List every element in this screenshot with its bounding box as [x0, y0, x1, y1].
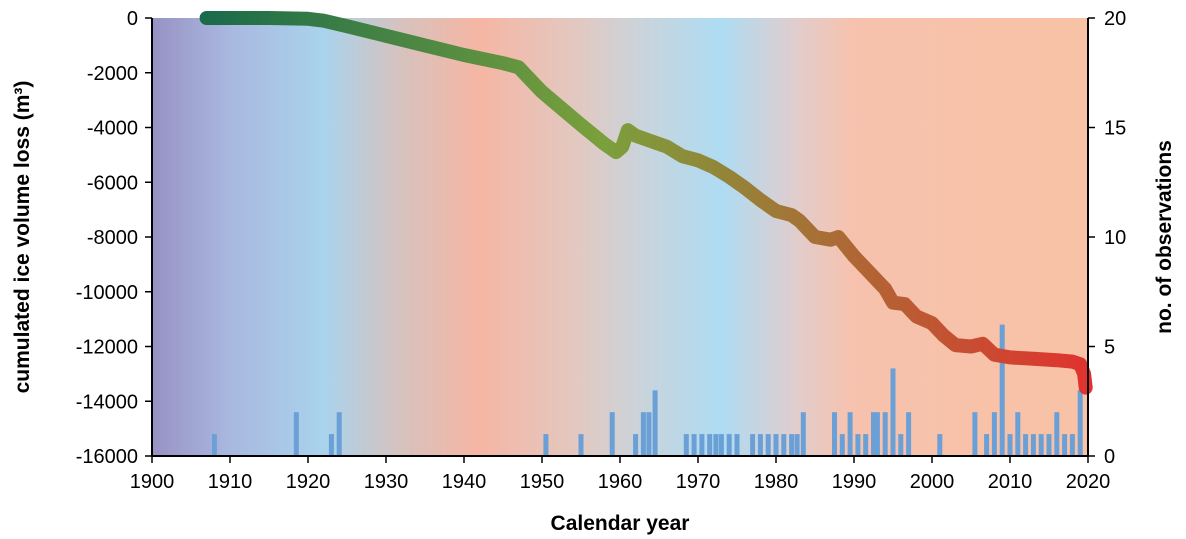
x-tick-label: 1940: [442, 471, 487, 493]
y2-tick-label: 0: [1104, 446, 1115, 468]
observation-bar: [898, 434, 904, 456]
observation-bar: [1023, 434, 1029, 456]
x-tick-label: 1950: [520, 471, 565, 493]
y-tick-label: -8000: [87, 227, 138, 249]
observation-bar: [991, 412, 997, 456]
observation-bar: [1077, 390, 1083, 456]
observation-bar: [855, 434, 861, 456]
x-tick-label: 2000: [910, 471, 955, 493]
x-tick-label: 1970: [676, 471, 721, 493]
observation-bar: [794, 434, 800, 456]
observation-bar: [789, 434, 795, 456]
observation-bar: [691, 434, 697, 456]
observation-bar: [972, 412, 978, 456]
observation-bar: [707, 434, 713, 456]
observation-bar: [984, 434, 990, 456]
x-tick-label: 1920: [286, 471, 331, 493]
observation-bar: [871, 412, 876, 456]
observation-bar: [765, 434, 771, 456]
observation-bar: [1062, 434, 1068, 456]
observation-bar: [578, 434, 584, 456]
observation-bar: [336, 412, 342, 456]
observation-bar: [726, 434, 732, 456]
observation-bar: [1007, 434, 1013, 456]
observation-bar: [1046, 434, 1052, 456]
observation-bar: [773, 434, 779, 456]
observation-bar: [718, 434, 724, 456]
observation-bar: [937, 434, 943, 456]
observation-bar: [1030, 434, 1036, 456]
x-axis-label: Calendar year: [551, 512, 690, 535]
observation-bar: [640, 412, 646, 456]
observation-bar: [328, 434, 334, 456]
y2-tick-label: 10: [1104, 227, 1126, 249]
y2-tick-label: 5: [1104, 337, 1115, 359]
observation-bar: [757, 434, 763, 456]
observation-bar: [609, 412, 615, 456]
observation-bar: [699, 434, 705, 456]
x-tick-label: 1980: [754, 471, 799, 493]
x-tick-label: 2020: [1066, 471, 1111, 493]
observation-bar: [839, 434, 845, 456]
y-tick-label: -10000: [76, 282, 138, 304]
observation-bar: [1054, 412, 1060, 456]
observation-bar: [874, 412, 880, 456]
y2-axis-label: no. of observations: [1153, 140, 1176, 334]
x-tick-label: 1910: [208, 471, 253, 493]
observation-bar: [999, 324, 1005, 456]
observation-bar: [734, 434, 740, 456]
observation-bar: [211, 434, 217, 456]
observation-bar: [652, 390, 658, 456]
observation-bar: [847, 412, 853, 456]
observation-bar: [633, 434, 639, 456]
x-tick-label: 1990: [832, 471, 877, 493]
y-axis-label: cumulated ice volume loss (m³): [11, 81, 34, 394]
observation-bar: [293, 412, 299, 456]
observation-bars: [211, 324, 1083, 456]
observation-bar: [1038, 434, 1044, 456]
y-tick-label: -14000: [76, 391, 138, 413]
x-tick-label: 1960: [598, 471, 643, 493]
observation-bar: [750, 434, 756, 456]
observation-bar: [882, 412, 888, 456]
observation-bar: [1069, 434, 1075, 456]
observation-bar: [1015, 412, 1021, 456]
y-tick-label: -2000: [87, 63, 138, 85]
tick-labels: 1900 1910 1920 1930 1940 1950 1960 1970 1980 1990…: [76, 8, 1127, 493]
plot-background: [152, 18, 1088, 456]
x-tick-label: 1930: [364, 471, 409, 493]
ice-loss-line: [199, 11, 1093, 395]
observation-bar: [890, 368, 896, 456]
y-tick-label: -4000: [87, 118, 138, 140]
observation-bar: [800, 412, 806, 456]
x-tick-label: 2010: [988, 471, 1033, 493]
y2-tick-label: 15: [1104, 118, 1126, 140]
y-tick-label: 0: [127, 8, 138, 30]
observation-bar: [863, 434, 869, 456]
observation-bar: [683, 434, 689, 456]
observation-bar: [713, 434, 719, 456]
observation-bar: [906, 412, 912, 456]
y2-tick-label: 20: [1104, 8, 1126, 30]
x-tick-label: 1900: [130, 471, 175, 493]
observation-bar: [646, 412, 652, 456]
y-tick-label: -16000: [76, 446, 138, 468]
observation-bar: [781, 434, 787, 456]
y-tick-label: -12000: [76, 337, 138, 359]
y-tick-label: -6000: [87, 172, 138, 194]
axes: [145, 17, 1095, 463]
observation-bar: [543, 434, 549, 456]
observation-bar: [832, 412, 837, 456]
